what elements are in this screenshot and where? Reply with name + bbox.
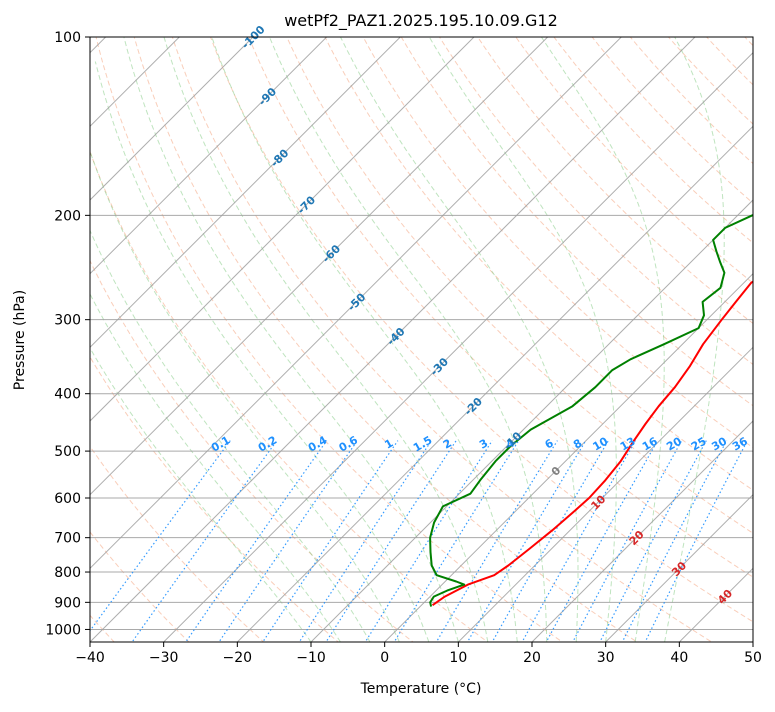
y-axis-label: Pressure (hPa) <box>12 290 28 390</box>
x-tick-label: −20 <box>223 650 253 666</box>
y-tick-label: 200 <box>54 208 81 224</box>
y-tick-label: 900 <box>54 595 81 611</box>
x-tick-label: 20 <box>523 650 541 666</box>
y-tick-label: 700 <box>54 531 81 547</box>
x-tick-label: 50 <box>744 650 762 666</box>
x-tick-label: 40 <box>670 650 688 666</box>
y-tick-label: 1000 <box>45 622 81 638</box>
x-axis-label: Temperature (°C) <box>360 681 482 697</box>
x-tick-label: −10 <box>296 650 326 666</box>
x-tick-label: −30 <box>149 650 179 666</box>
y-tick-label: 600 <box>54 491 81 507</box>
chart-title: wetPf2_PAZ1.2025.195.10.09.G12 <box>284 11 558 31</box>
x-tick-label: 10 <box>449 650 467 666</box>
x-tick-label: 0 <box>380 650 389 666</box>
x-tick-label: −40 <box>75 650 105 666</box>
y-tick-label: 100 <box>54 30 81 46</box>
x-tick-label: 30 <box>597 650 615 666</box>
y-tick-label: 400 <box>54 387 81 403</box>
y-tick-label: 300 <box>54 313 81 329</box>
y-tick-label: 500 <box>54 444 81 460</box>
y-tick-label: 800 <box>54 565 81 581</box>
